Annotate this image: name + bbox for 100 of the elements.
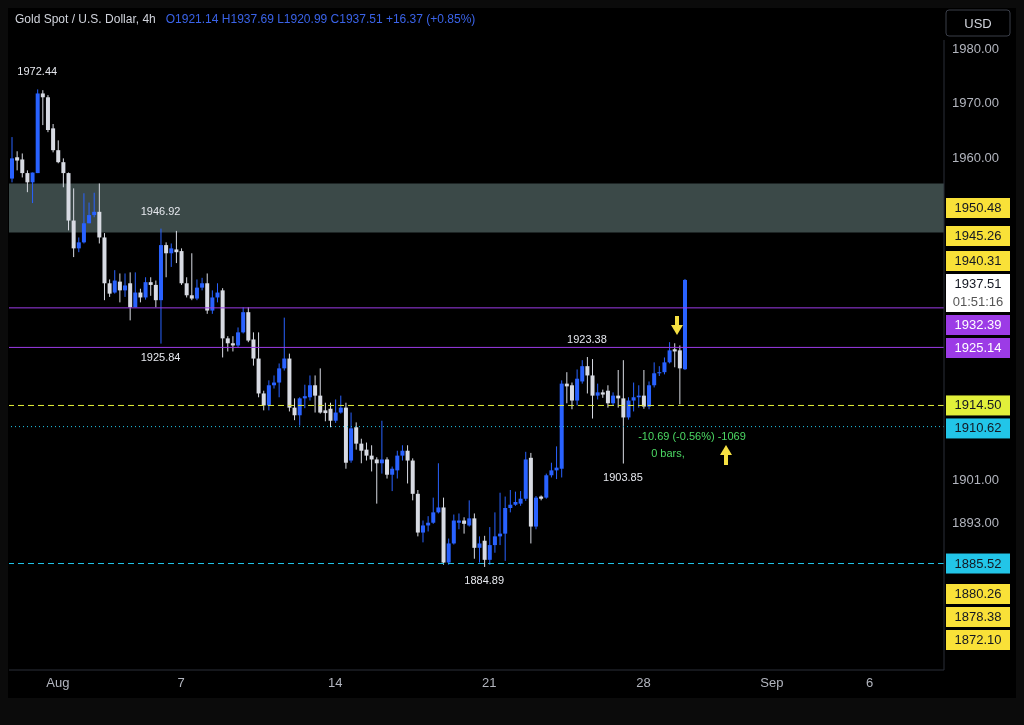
candlestick bbox=[462, 516, 467, 535]
candlestick bbox=[112, 269, 117, 295]
text: 1945.26 bbox=[954, 228, 1002, 243]
candlestick bbox=[313, 374, 318, 414]
x-tick-label: 21 bbox=[482, 675, 497, 691]
candlestick bbox=[385, 456, 390, 480]
candlestick bbox=[420, 520, 425, 543]
annotation: 1972.44 bbox=[17, 65, 58, 78]
candlestick bbox=[194, 278, 199, 301]
candlestick bbox=[292, 397, 297, 421]
candlestick bbox=[333, 398, 338, 424]
candlestick bbox=[174, 230, 179, 264]
x-tick-label: Sep bbox=[760, 675, 784, 691]
candlestick bbox=[467, 499, 472, 528]
candlestick bbox=[153, 280, 158, 308]
candlestick bbox=[405, 444, 410, 484]
chart-subtitle: O1921.14 H1937.69 L1920.99 C1937.51 +16.37 (+0.85%) bbox=[165, 12, 476, 26]
annotation: 1903.85 bbox=[603, 470, 643, 483]
candlestick bbox=[446, 538, 451, 566]
candlestick bbox=[482, 535, 487, 568]
chart-title: Gold Spot / U.S. Dollar, 4h bbox=[15, 12, 156, 26]
annotation: 1946.92 bbox=[140, 204, 181, 217]
candlestick bbox=[318, 367, 323, 415]
candlestick bbox=[189, 252, 194, 301]
candlestick bbox=[56, 139, 61, 164]
candlestick bbox=[92, 192, 97, 218]
candlestick bbox=[657, 365, 662, 377]
candlestick bbox=[631, 382, 636, 412]
candlestick bbox=[164, 241, 169, 278]
y-tick-label: 1980.00 bbox=[952, 40, 999, 56]
candlestick bbox=[492, 511, 497, 554]
candlestick bbox=[241, 306, 246, 334]
candlestick bbox=[30, 172, 35, 204]
y-tick-label: 1893.00 bbox=[952, 515, 999, 531]
text: 1940.31 bbox=[954, 253, 1002, 268]
candlestick bbox=[379, 420, 384, 475]
candlestick bbox=[123, 272, 128, 298]
text: 1950.48 bbox=[954, 200, 1002, 215]
annotation: 0 bars, bbox=[651, 447, 685, 459]
ref-line-label: 1910.62 bbox=[954, 420, 1002, 436]
candlestick bbox=[184, 276, 189, 298]
ref-line-label: 1932.39 bbox=[954, 317, 1002, 332]
x-tick-label: 28 bbox=[636, 675, 651, 691]
candlestick bbox=[297, 396, 302, 427]
candlestick bbox=[169, 242, 174, 268]
candlestick bbox=[40, 89, 45, 126]
candlestick bbox=[143, 276, 148, 301]
candlestick bbox=[641, 369, 646, 410]
candlestick bbox=[354, 421, 359, 451]
candlestick bbox=[590, 358, 595, 420]
y-tick-label: 1960.00 bbox=[952, 149, 999, 165]
candlestick bbox=[128, 271, 133, 321]
candlestick bbox=[431, 497, 436, 525]
y-tick-label: 1901.00 bbox=[952, 471, 999, 487]
candlestick bbox=[667, 341, 672, 364]
candlestick bbox=[328, 402, 333, 428]
annotation: 1925.84 bbox=[140, 350, 181, 363]
annotation: -10.69 (-0.56%) -1069 bbox=[638, 430, 746, 442]
candlestick bbox=[621, 359, 626, 465]
candlestick bbox=[569, 382, 574, 410]
candlestick bbox=[236, 326, 241, 349]
candlestick bbox=[61, 157, 66, 188]
text: 01:51:16 bbox=[952, 294, 1004, 309]
candlestick bbox=[266, 379, 271, 411]
text: 1937.51 bbox=[954, 276, 1002, 291]
ref-line-label: 1925.14 bbox=[954, 340, 1002, 355]
candlestick bbox=[133, 271, 138, 308]
candlestick bbox=[605, 384, 610, 409]
ref-line-label: 1885.52 bbox=[954, 555, 1002, 571]
x-tick-label: 7 bbox=[177, 675, 185, 691]
candlestick bbox=[148, 276, 153, 297]
candlestick bbox=[10, 136, 14, 183]
candlestick bbox=[25, 169, 30, 193]
candlestick bbox=[307, 374, 312, 402]
candlestick bbox=[487, 526, 492, 566]
candlestick bbox=[611, 391, 616, 406]
candlestick bbox=[359, 438, 364, 464]
text: 1872.10 bbox=[954, 632, 1002, 647]
candlestick bbox=[508, 489, 513, 513]
x-tick-label: Aug bbox=[46, 675, 70, 691]
candlestick bbox=[81, 192, 86, 244]
candlestick bbox=[282, 317, 287, 372]
annotation: 1923.38 bbox=[567, 333, 607, 346]
candlestick bbox=[15, 150, 20, 171]
text: 1880.26 bbox=[954, 586, 1002, 601]
y-tick-label: 1970.00 bbox=[952, 95, 999, 111]
candlestick bbox=[374, 456, 379, 505]
candlestick bbox=[477, 535, 482, 564]
candlestick bbox=[544, 473, 549, 500]
candlestick bbox=[585, 356, 590, 394]
candlestick bbox=[575, 368, 580, 406]
candlestick bbox=[261, 390, 266, 411]
candlestick bbox=[677, 344, 682, 405]
candlestick bbox=[277, 362, 282, 398]
text: USD bbox=[964, 16, 992, 31]
candlestick bbox=[117, 272, 122, 303]
annotation: 1884.89 bbox=[464, 573, 505, 586]
candlestick bbox=[652, 361, 657, 388]
ref-line-label: 1914.50 bbox=[954, 397, 1002, 413]
x-tick-label: 6 bbox=[865, 675, 874, 691]
